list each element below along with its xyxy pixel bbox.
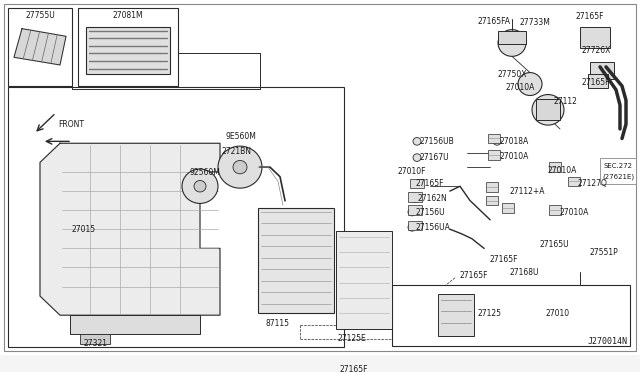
Bar — [408, 205, 422, 215]
Circle shape — [233, 160, 247, 174]
Text: 27750X: 27750X — [498, 70, 527, 79]
Text: J270014N: J270014N — [588, 337, 628, 346]
Text: SEC.272: SEC.272 — [604, 163, 632, 169]
Bar — [568, 177, 580, 186]
Text: 27125E: 27125E — [338, 334, 366, 343]
Circle shape — [518, 73, 542, 96]
Bar — [8, 8, 72, 86]
Text: 27112: 27112 — [553, 97, 577, 106]
Text: 27168U: 27168U — [510, 268, 540, 277]
Text: FRONT: FRONT — [58, 120, 84, 129]
Bar — [86, 27, 170, 74]
Bar — [549, 162, 561, 172]
Polygon shape — [14, 29, 66, 65]
Text: 27010A: 27010A — [500, 152, 529, 161]
Text: 27167U: 27167U — [420, 153, 450, 162]
Bar — [580, 27, 610, 48]
Text: 27010A: 27010A — [560, 208, 589, 217]
Bar — [78, 8, 178, 86]
Bar — [498, 31, 526, 44]
Text: 27165F: 27165F — [460, 270, 488, 280]
Text: 27165F: 27165F — [490, 255, 518, 264]
Text: 27156U: 27156U — [415, 208, 445, 217]
Circle shape — [194, 180, 206, 192]
Bar — [408, 192, 422, 202]
Text: 27010F: 27010F — [398, 167, 426, 176]
Bar — [488, 150, 500, 160]
Circle shape — [408, 208, 416, 216]
Text: 27010A: 27010A — [505, 83, 534, 92]
Bar — [410, 179, 424, 188]
Bar — [438, 294, 474, 336]
Text: 27010A: 27010A — [548, 166, 577, 174]
Text: 2721BN: 2721BN — [222, 147, 252, 156]
Bar — [588, 74, 608, 88]
Text: 27551P: 27551P — [590, 248, 619, 257]
Bar — [392, 285, 630, 346]
Bar — [70, 315, 200, 334]
Text: 27755U: 27755U — [25, 12, 55, 20]
Text: (27621E): (27621E) — [602, 174, 634, 180]
Circle shape — [413, 154, 421, 161]
Text: 27156UA: 27156UA — [415, 223, 450, 232]
Text: 27165F: 27165F — [340, 365, 369, 372]
Text: 27156UB: 27156UB — [420, 137, 455, 146]
Text: 27733M: 27733M — [520, 18, 551, 27]
Text: 27081M: 27081M — [113, 12, 143, 20]
Text: 27010: 27010 — [545, 309, 569, 318]
Bar — [486, 196, 498, 205]
Bar — [600, 158, 636, 185]
Bar — [549, 205, 561, 215]
Text: 27726X: 27726X — [581, 46, 611, 55]
Bar — [486, 182, 498, 192]
Text: 27165F: 27165F — [576, 12, 604, 21]
Text: 27125: 27125 — [478, 309, 502, 318]
Text: 27162N: 27162N — [418, 194, 448, 203]
Circle shape — [532, 94, 564, 125]
Text: 92560M: 92560M — [190, 168, 221, 177]
Circle shape — [182, 169, 218, 203]
Bar — [80, 334, 110, 344]
Bar — [590, 62, 614, 79]
Bar — [502, 203, 514, 213]
Text: 27165FA: 27165FA — [478, 16, 511, 26]
Text: 27165F: 27165F — [415, 179, 444, 188]
Text: 27165F: 27165F — [582, 78, 611, 87]
Text: 27165U: 27165U — [540, 240, 570, 249]
Polygon shape — [40, 143, 220, 315]
Circle shape — [411, 195, 419, 202]
Bar — [8, 87, 344, 347]
Text: 27018A: 27018A — [500, 137, 529, 146]
Text: 27127Q: 27127Q — [578, 179, 608, 188]
Text: 27015: 27015 — [72, 225, 96, 234]
Circle shape — [413, 138, 421, 145]
Circle shape — [498, 30, 526, 56]
Text: 87115: 87115 — [266, 319, 290, 328]
Bar — [488, 134, 500, 143]
Text: 27112+A: 27112+A — [510, 186, 545, 196]
Text: 9E560M: 9E560M — [226, 132, 257, 141]
Bar — [336, 231, 392, 328]
Bar — [258, 208, 334, 313]
Circle shape — [493, 138, 501, 145]
Text: 27321: 27321 — [83, 339, 107, 348]
Circle shape — [218, 146, 262, 188]
Bar — [536, 99, 560, 121]
Bar — [408, 221, 422, 230]
Circle shape — [408, 224, 416, 231]
